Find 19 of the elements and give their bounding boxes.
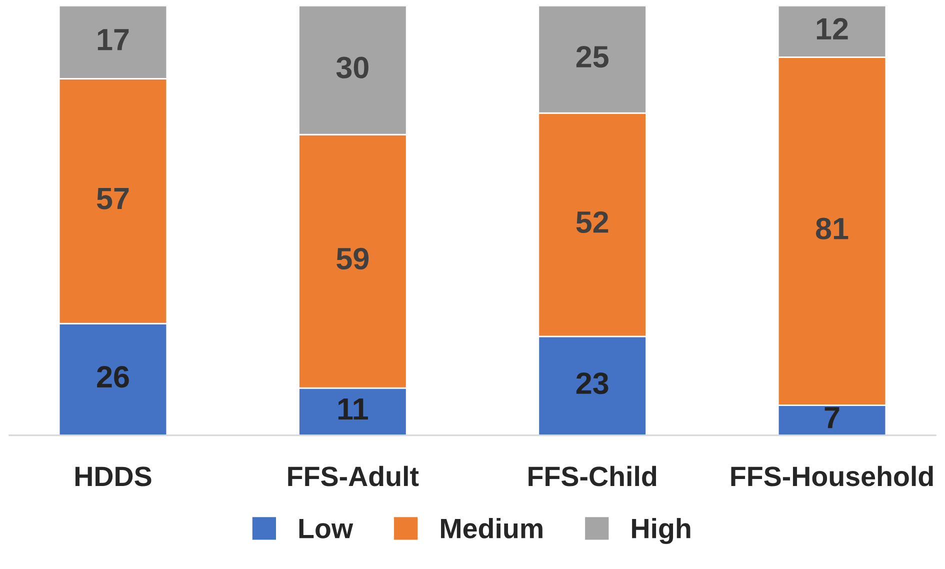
data-label: 57 — [96, 188, 129, 210]
legend-label: High — [632, 518, 690, 544]
data-label: 30 — [336, 56, 368, 78]
x-tick-label: FFS-Household — [731, 466, 933, 486]
legend-label: Low — [299, 519, 354, 538]
data-label: 7 — [824, 407, 840, 428]
data-label: 11 — [338, 398, 368, 420]
data-label: 17 — [98, 29, 129, 50]
x-tick-label: FFS-Child — [528, 466, 656, 486]
x-tick-label: FFS-Adult — [288, 466, 419, 486]
legend-label: Medium — [441, 518, 542, 538]
data-label: 12 — [816, 18, 848, 40]
data-label: 52 — [576, 211, 608, 233]
data-label: 59 — [336, 248, 369, 270]
data-label: 26 — [97, 366, 129, 388]
data-label: 81 — [816, 218, 848, 240]
data-label: 23 — [576, 372, 608, 394]
x-tick-label: HDDS — [75, 466, 152, 486]
data-label: 25 — [576, 46, 608, 68]
